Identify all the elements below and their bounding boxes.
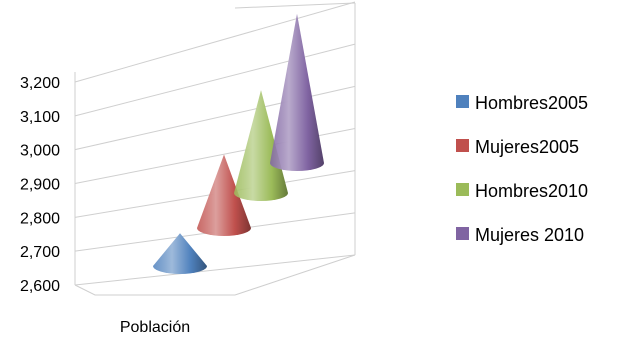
legend-label: Mujeres2005 [475, 137, 579, 157]
y-tick-label: 2,900 [20, 177, 60, 194]
y-tick-label: 3,200 [20, 75, 60, 92]
y-tick-label: 2,800 [20, 210, 60, 227]
cone-mujeres-2010 [270, 14, 324, 171]
x-category-label: Población [120, 319, 190, 336]
legend: Hombres2005 Mujeres2005 Hombres2010 Mujeres… [456, 93, 588, 245]
legend-swatch [456, 227, 469, 240]
y-axis: 2,600 2,700 2,800 2,900 3,000 3,100 3,200 [20, 75, 60, 295]
legend-swatch [456, 139, 469, 152]
y-tick-label: 2,700 [20, 244, 60, 261]
legend-swatch [456, 95, 469, 108]
y-tick-label: 3,000 [20, 143, 60, 160]
floor-edge [75, 285, 235, 295]
legend-label: Hombres2010 [475, 181, 588, 201]
legend-label: Hombres2005 [475, 93, 588, 113]
y-tick-label: 2,600 [20, 278, 60, 295]
y-tick-label: 3,100 [20, 109, 60, 126]
gridline [75, 2, 355, 82]
gridline [75, 255, 355, 285]
legend-label: Mujeres 2010 [475, 225, 584, 245]
legend-swatch [456, 183, 469, 196]
